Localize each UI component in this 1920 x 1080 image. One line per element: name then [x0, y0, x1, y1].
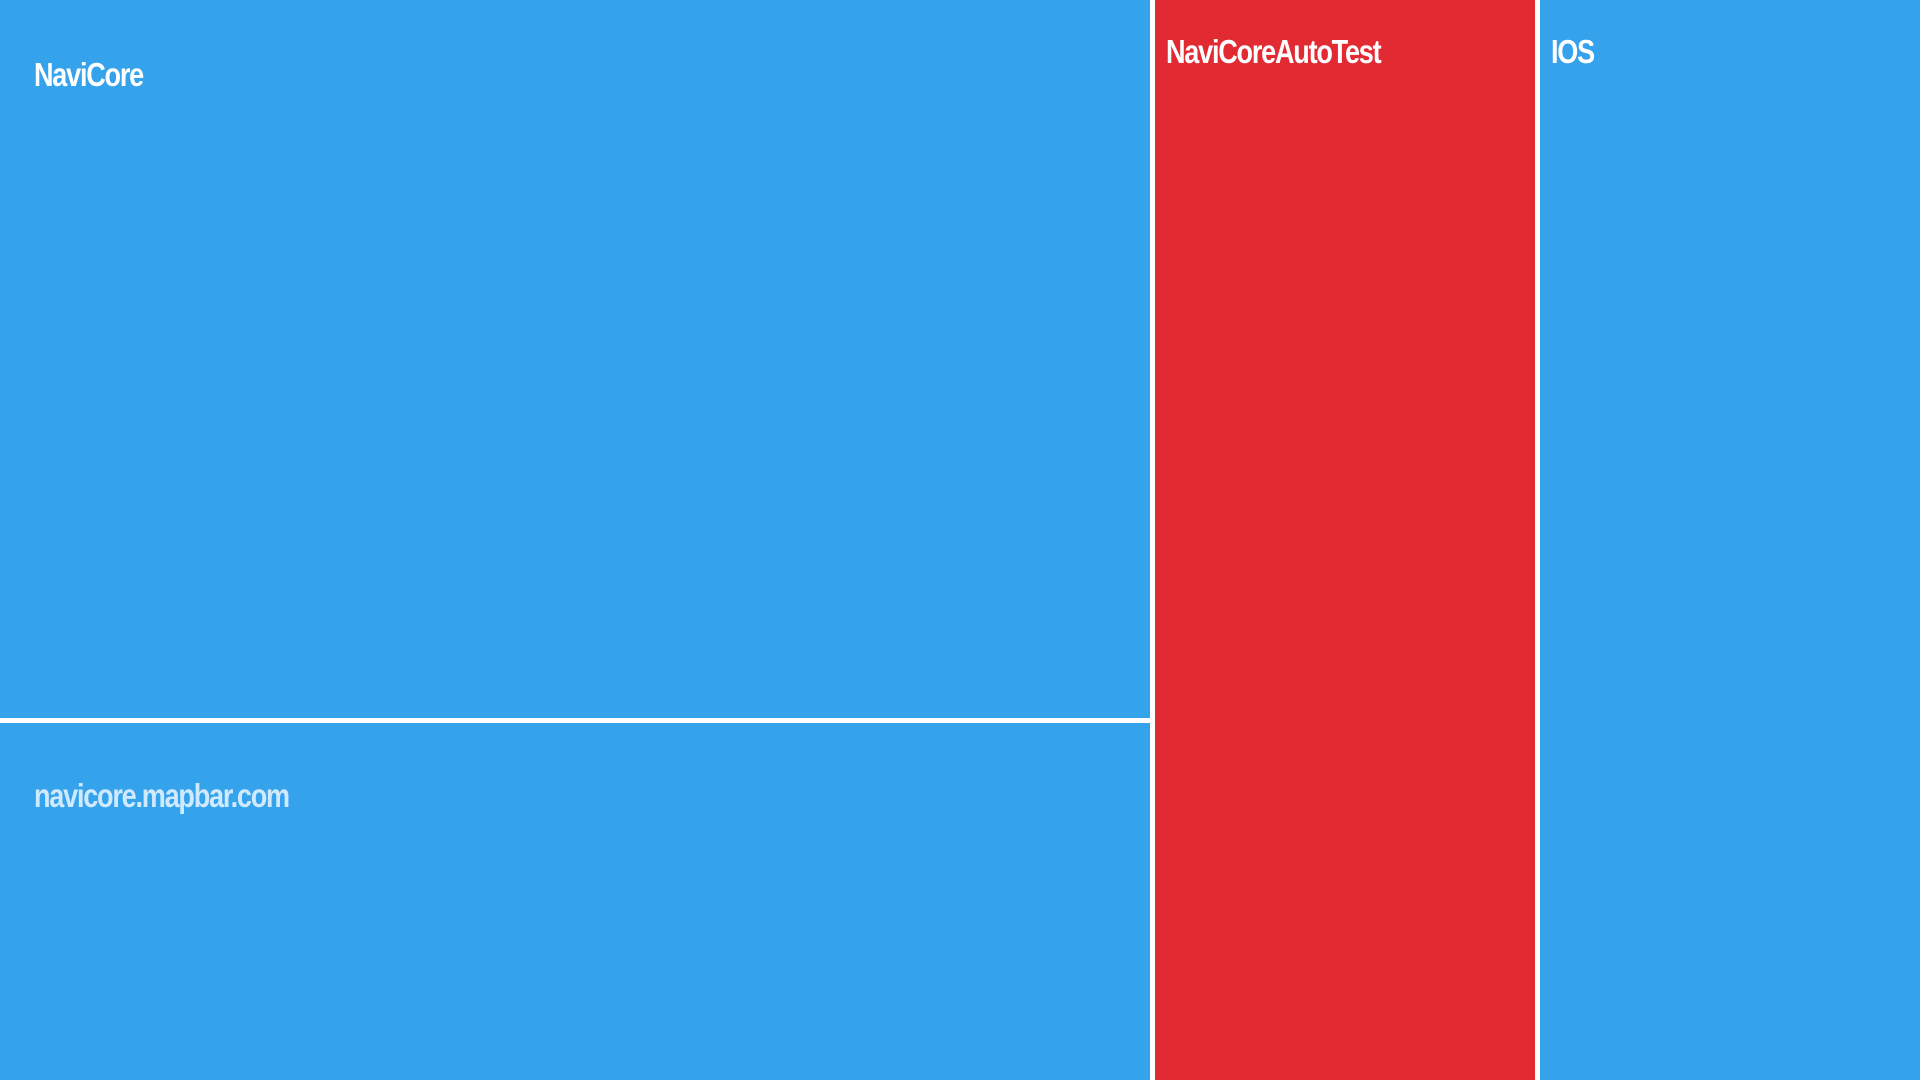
tile-label-navicore: NaviCore [34, 56, 144, 93]
tile-label-navicore-autotest: NaviCoreAutoTest [1166, 33, 1382, 70]
tile-ios[interactable]: IOS [1540, 0, 1920, 1080]
tile-navicore[interactable]: NaviCore [0, 0, 1150, 718]
tile-navicore-mapbar[interactable]: navicore.mapbar.com [0, 723, 1150, 1080]
tile-label-ios: IOS [1551, 33, 1595, 70]
tile-label-navicore-mapbar: navicore.mapbar.com [34, 777, 290, 814]
tile-navicore-autotest[interactable]: NaviCoreAutoTest [1155, 0, 1535, 1080]
